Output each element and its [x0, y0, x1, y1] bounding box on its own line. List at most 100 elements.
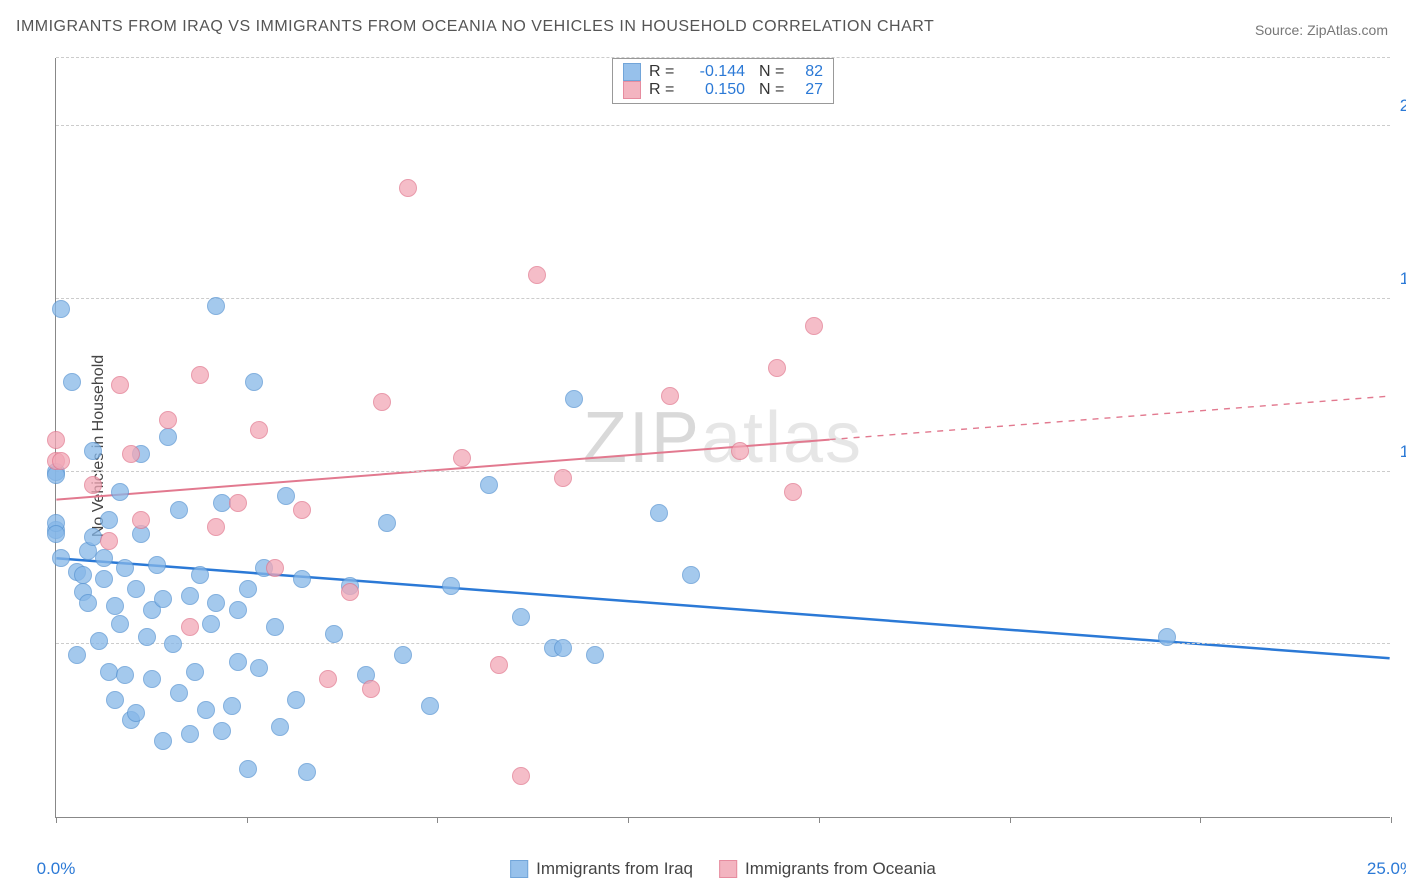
- x-tick: [628, 817, 629, 823]
- x-tick: [437, 817, 438, 823]
- series-legend: Immigrants from Iraq Immigrants from Oce…: [510, 859, 936, 879]
- legend-row-series-0: R = -0.144 N = 82: [623, 63, 823, 81]
- data-point: [223, 697, 241, 715]
- legend-swatch-1b: [719, 860, 737, 878]
- legend-row-series-1: R = 0.150 N = 27: [623, 81, 823, 99]
- data-point: [207, 594, 225, 612]
- data-point: [111, 615, 129, 633]
- watermark-zip: ZIP: [583, 398, 701, 478]
- data-point: [394, 646, 412, 664]
- n-label: N =: [759, 81, 787, 99]
- data-point: [68, 646, 86, 664]
- data-point: [100, 532, 118, 550]
- data-point: [197, 701, 215, 719]
- data-point: [47, 431, 65, 449]
- data-point: [143, 670, 161, 688]
- data-point: [47, 525, 65, 543]
- data-point: [52, 549, 70, 567]
- data-point: [170, 501, 188, 519]
- legend-label-1: Immigrants from Oceania: [745, 859, 936, 879]
- x-tick: [1200, 817, 1201, 823]
- data-point: [453, 449, 471, 467]
- data-point: [512, 767, 530, 785]
- source-name: ZipAtlas.com: [1307, 22, 1388, 38]
- legend-item-1: Immigrants from Oceania: [719, 859, 936, 879]
- data-point: [245, 373, 263, 391]
- source-attribution: Source: ZipAtlas.com: [1255, 22, 1388, 38]
- data-point: [298, 763, 316, 781]
- data-point: [512, 608, 530, 626]
- legend-swatch-0: [623, 63, 641, 81]
- data-point: [325, 625, 343, 643]
- r-label: R =: [649, 63, 677, 81]
- data-point: [229, 653, 247, 671]
- data-point: [170, 684, 188, 702]
- data-point: [378, 514, 396, 532]
- data-point: [181, 618, 199, 636]
- data-point: [52, 452, 70, 470]
- data-point: [100, 663, 118, 681]
- data-point: [293, 501, 311, 519]
- data-point: [362, 680, 380, 698]
- data-point: [154, 732, 172, 750]
- data-point: [207, 518, 225, 536]
- data-point: [399, 179, 417, 197]
- data-point: [159, 428, 177, 446]
- data-point: [266, 559, 284, 577]
- data-point: [805, 317, 823, 335]
- data-point: [586, 646, 604, 664]
- chart-title: IMMIGRANTS FROM IRAQ VS IMMIGRANTS FROM …: [16, 18, 934, 36]
- data-point: [202, 615, 220, 633]
- x-tick: [247, 817, 248, 823]
- data-point: [341, 583, 359, 601]
- x-tick: [819, 817, 820, 823]
- x-tick: [1010, 817, 1011, 823]
- source-prefix: Source:: [1255, 22, 1307, 38]
- data-point: [84, 442, 102, 460]
- watermark: ZIPatlas: [583, 397, 863, 479]
- scatter-plot-area: ZIPatlas R = -0.144 N = 82 R = 0.150 N =…: [55, 58, 1390, 818]
- data-point: [191, 566, 209, 584]
- data-point: [116, 559, 134, 577]
- data-point: [84, 476, 102, 494]
- data-point: [229, 494, 247, 512]
- data-point: [106, 597, 124, 615]
- data-point: [277, 487, 295, 505]
- data-point: [565, 390, 583, 408]
- data-point: [442, 577, 460, 595]
- data-point: [132, 511, 150, 529]
- data-point: [250, 421, 268, 439]
- data-point: [319, 670, 337, 688]
- data-point: [127, 704, 145, 722]
- gridline: [56, 298, 1390, 299]
- data-point: [287, 691, 305, 709]
- data-point: [164, 635, 182, 653]
- data-point: [293, 570, 311, 588]
- gridline: [56, 643, 1390, 644]
- legend-swatch-1: [623, 81, 641, 99]
- data-point: [554, 639, 572, 657]
- gridline: [56, 471, 1390, 472]
- data-point: [90, 632, 108, 650]
- n-value-1: 27: [795, 81, 823, 99]
- data-point: [490, 656, 508, 674]
- data-point: [74, 566, 92, 584]
- data-point: [1158, 628, 1176, 646]
- data-point: [266, 618, 284, 636]
- watermark-atlas: atlas: [701, 398, 863, 478]
- data-point: [191, 366, 209, 384]
- data-point: [239, 760, 257, 778]
- r-label: R =: [649, 81, 677, 99]
- data-point: [213, 722, 231, 740]
- x-tick-label: 25.0%: [1367, 859, 1406, 879]
- data-point: [661, 387, 679, 405]
- data-point: [95, 570, 113, 588]
- x-tick: [56, 817, 57, 823]
- data-point: [148, 556, 166, 574]
- data-point: [271, 718, 289, 736]
- data-point: [528, 266, 546, 284]
- data-point: [181, 725, 199, 743]
- correlation-legend: R = -0.144 N = 82 R = 0.150 N = 27: [612, 58, 834, 104]
- data-point: [731, 442, 749, 460]
- data-point: [421, 697, 439, 715]
